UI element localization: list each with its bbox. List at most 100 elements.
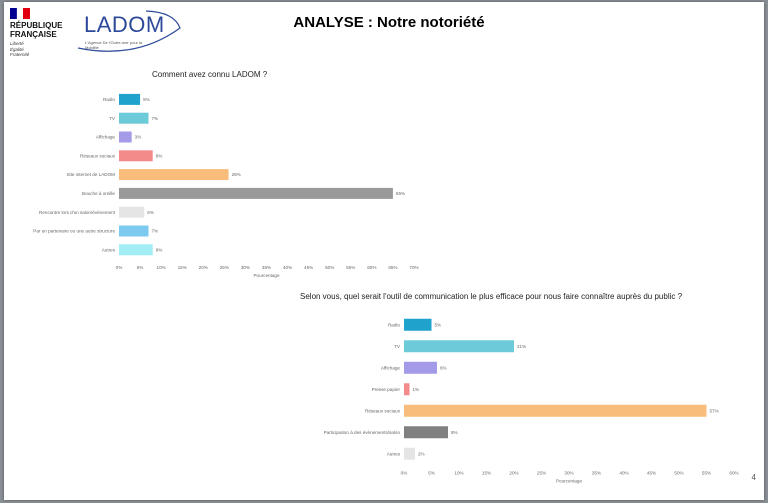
tick-label: 65% bbox=[388, 265, 397, 270]
category-label: Réseaux sociaux bbox=[365, 408, 401, 413]
tick-label: 60% bbox=[729, 471, 738, 476]
data-label: 6% bbox=[147, 210, 154, 215]
flag-blue-band bbox=[10, 8, 17, 19]
chart-notoriety: Comment avez connu LADOM ? Radio 5% TV 7% Af… bbox=[14, 68, 434, 288]
data-label: 6% bbox=[440, 365, 447, 370]
chart-title: Comment avez connu LADOM ? bbox=[152, 70, 268, 79]
data-label: 2% bbox=[418, 451, 425, 456]
tick-label: 45% bbox=[304, 265, 313, 270]
data-label: 3% bbox=[135, 135, 142, 140]
page-number: 4 bbox=[751, 473, 756, 482]
tick-label: 20% bbox=[199, 265, 208, 270]
data-label: 7% bbox=[152, 229, 159, 234]
brand-tagline: L'Agence De l'Outre-mer pour la Mobilité bbox=[85, 40, 143, 50]
bar bbox=[119, 131, 132, 143]
bar bbox=[119, 169, 229, 181]
tick-label: 10% bbox=[157, 265, 166, 270]
bar bbox=[119, 112, 149, 124]
tick-label: 15% bbox=[178, 265, 187, 270]
republic-name-line1: RÉPUBLIQUE bbox=[10, 21, 63, 30]
tick-label: 40% bbox=[283, 265, 292, 270]
chart-plot: Radio 5% TV 21% Affichage 6% Presse papier 1% Ré… bbox=[324, 318, 739, 484]
category-label: Réseaux sociaux bbox=[80, 153, 116, 158]
data-label: 8% bbox=[451, 430, 458, 435]
bar bbox=[404, 447, 415, 460]
data-label: 7% bbox=[152, 116, 159, 121]
bar bbox=[404, 426, 448, 439]
tick-label: 55% bbox=[346, 265, 355, 270]
tick-label: 45% bbox=[647, 471, 656, 476]
brand-name: LADOM bbox=[84, 12, 165, 37]
x-axis-label: Pourcentage bbox=[556, 479, 582, 484]
category-label: Bouche à oreille bbox=[82, 191, 115, 196]
tick-label: 35% bbox=[262, 265, 271, 270]
flag-red-band bbox=[23, 8, 30, 19]
bar bbox=[404, 340, 514, 353]
category-label: Par un partenaire ou une autre structure bbox=[33, 229, 115, 234]
tick-label: 50% bbox=[674, 471, 683, 476]
tick-label: 50% bbox=[325, 265, 334, 270]
bar bbox=[119, 93, 141, 105]
republic-name-line2: FRANÇAISE bbox=[10, 30, 57, 39]
x-axis-label: Pourcentage bbox=[253, 273, 279, 278]
republic-motto: Liberté Égalité Fraternité bbox=[10, 41, 72, 58]
category-label: Site internet de LADOM bbox=[66, 172, 115, 177]
chart-plot: Radio 5% TV 7% Affichage 3% Réseaux sociaux 8% S… bbox=[33, 93, 419, 278]
bar bbox=[119, 244, 153, 256]
tick-label: 20% bbox=[509, 471, 518, 476]
ladom-logo: LADOM L'Agence De l'Outre-mer pour la Mo… bbox=[76, 8, 186, 56]
category-label: Affichage bbox=[96, 135, 116, 140]
data-label: 5% bbox=[435, 322, 442, 327]
bar bbox=[404, 404, 707, 417]
tick-label: 15% bbox=[482, 471, 491, 476]
data-label: 57% bbox=[710, 408, 719, 413]
data-label: 8% bbox=[156, 247, 163, 252]
tick-label: 25% bbox=[537, 471, 546, 476]
data-label: 65% bbox=[396, 191, 405, 196]
motto-line: Liberté bbox=[10, 41, 24, 46]
motto-line: Égalité bbox=[10, 46, 24, 52]
page-title: ANALYSE : Notre notoriété bbox=[293, 14, 485, 31]
category-label: Autres bbox=[102, 247, 116, 252]
bar bbox=[119, 187, 393, 199]
data-label: 21% bbox=[517, 344, 526, 349]
french-flag-icon bbox=[10, 8, 30, 19]
tick-label: 55% bbox=[702, 471, 711, 476]
tick-label: 60% bbox=[367, 265, 376, 270]
republique-francaise-logo: RÉPUBLIQUE FRANÇAISE Liberté Égalité Fra… bbox=[10, 8, 72, 58]
ladom-swoosh-icon bbox=[77, 10, 181, 52]
chart-communication-tool: Selon vous, quel serait l'outil de commu… bbox=[204, 290, 754, 490]
tick-label: 70% bbox=[409, 265, 418, 270]
bar bbox=[404, 383, 410, 396]
category-label: Radio bbox=[103, 97, 115, 102]
chart-title: Selon vous, quel serait l'outil de commu… bbox=[300, 292, 683, 301]
category-label: Participation à des évènements/salon bbox=[324, 430, 401, 435]
data-label: 8% bbox=[156, 153, 163, 158]
category-label: TV bbox=[109, 116, 116, 121]
tick-label: 5% bbox=[428, 471, 435, 476]
bar bbox=[119, 150, 153, 162]
tick-label: 35% bbox=[592, 471, 601, 476]
tick-label: 10% bbox=[454, 471, 463, 476]
data-label: 1% bbox=[413, 387, 420, 392]
data-label: 26% bbox=[232, 172, 241, 177]
category-label: Radio bbox=[388, 322, 400, 327]
slide: RÉPUBLIQUE FRANÇAISE Liberté Égalité Fra… bbox=[4, 2, 764, 500]
tick-label: 25% bbox=[220, 265, 229, 270]
data-label: 5% bbox=[143, 97, 150, 102]
tick-label: 0% bbox=[116, 265, 123, 270]
motto-line: Fraternité bbox=[10, 52, 30, 57]
category-label: Rencontre lors d'un salon/évènement bbox=[39, 210, 116, 215]
bar bbox=[404, 318, 432, 331]
category-label: Presse papier bbox=[372, 387, 401, 392]
tick-label: 30% bbox=[241, 265, 250, 270]
category-label: Autres bbox=[387, 451, 401, 456]
tick-label: 40% bbox=[619, 471, 628, 476]
tick-label: 30% bbox=[564, 471, 573, 476]
flag-white-band bbox=[16, 8, 24, 19]
tick-label: 0% bbox=[401, 471, 408, 476]
bar bbox=[404, 361, 437, 374]
category-label: Affichage bbox=[381, 365, 401, 370]
category-label: TV bbox=[394, 344, 401, 349]
bar bbox=[119, 225, 149, 237]
